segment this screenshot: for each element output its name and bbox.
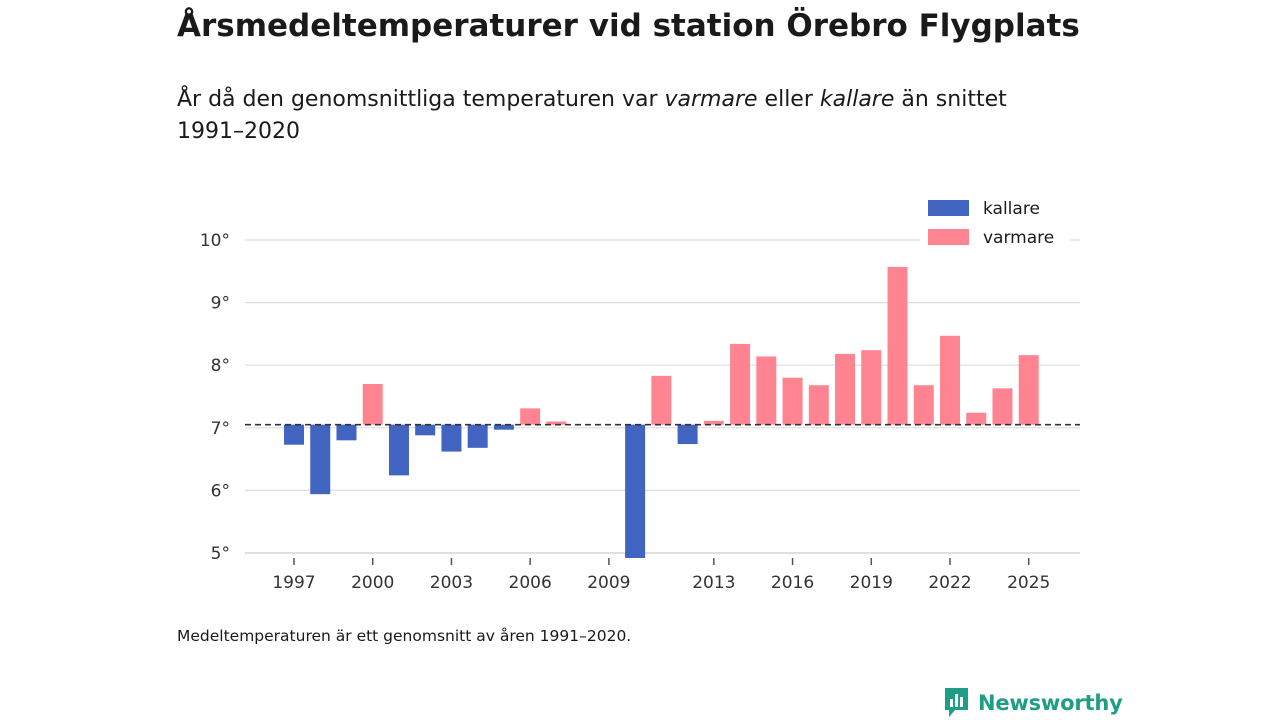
x-tick-label: 2019 [850,573,893,593]
y-tick-label: 9° [211,294,230,314]
bar-warmer [520,408,541,425]
bar-colder [625,424,646,559]
bar-warmer [782,377,803,425]
chart-title: Årsmedeltemperaturer vid station Örebro … [177,8,1080,44]
y-tick-label: 7° [211,419,230,439]
bar-warmer [992,388,1013,425]
brand-name: Newsworthy [978,690,1123,715]
bar-warmer [651,375,672,425]
x-tick-label: 2016 [771,573,814,593]
chart-legend: kallare varmare [920,193,1070,253]
bar-warmer [1018,355,1039,425]
bar-colder [336,424,357,441]
bar-colder [467,424,488,448]
bar-warmer [835,353,856,425]
bar-warmer [730,343,751,425]
legend-label-colder: kallare [983,199,1040,219]
bar-colder [677,424,698,445]
newsworthy-logo-icon [945,688,968,717]
legend-label-warmer: varmare [983,228,1054,248]
brand-logo: Newsworthy [943,686,1123,719]
bar-warmer [703,420,724,425]
bar-warmer [808,385,829,425]
footnote: Medeltemperaturen är ett genomsnitt av å… [177,627,632,645]
x-tick-label: 2009 [587,573,630,593]
legend-swatch-warmer [928,229,969,245]
bar-colder [388,424,409,476]
chart-subtitle: År då den genomsnittliga temperaturen va… [177,84,1057,148]
bar-colder [441,424,462,452]
bar-warmer [940,335,960,425]
x-tick-label: 1997 [272,573,315,593]
x-tick-label: 2025 [1007,573,1050,593]
y-tick-label: 8° [211,356,230,376]
bar-colder [415,424,436,436]
subtitle-text-pre: År då den genomsnittliga temperaturen va… [177,87,665,112]
bar-colder [310,424,331,495]
subtitle-text-post: än snittet 1991–2020 [177,87,1007,144]
x-tick-label: 2013 [692,573,735,593]
bar-colder [284,424,304,445]
bar-warmer [546,421,567,425]
bar-layer [284,266,1039,559]
x-tick-label: 2000 [351,573,394,593]
subtitle-colder-word: kallare [819,87,895,112]
y-tick-label: 5° [211,544,230,564]
bar-warmer [966,412,987,425]
bar-warmer [887,266,908,425]
legend-swatch-colder [928,200,969,216]
axis-layer: 5° 6° 7° 8° 9° 10° 1997 2000 2003 2006 2009 2013 201… [200,231,1050,593]
subtitle-warmer-word: varmare [664,87,758,112]
bar-warmer [861,350,882,425]
bar-warmer [362,383,383,425]
bar-warmer [756,356,777,425]
y-tick-label: 10° [200,231,230,251]
x-tick-label: 2003 [430,573,473,593]
subtitle-text-mid: eller [757,87,820,112]
y-tick-label: 6° [211,481,230,501]
x-tick-label: 2006 [509,573,552,593]
bar-warmer [913,385,934,425]
x-tick-label: 2022 [928,573,971,593]
bar-colder [493,424,514,430]
